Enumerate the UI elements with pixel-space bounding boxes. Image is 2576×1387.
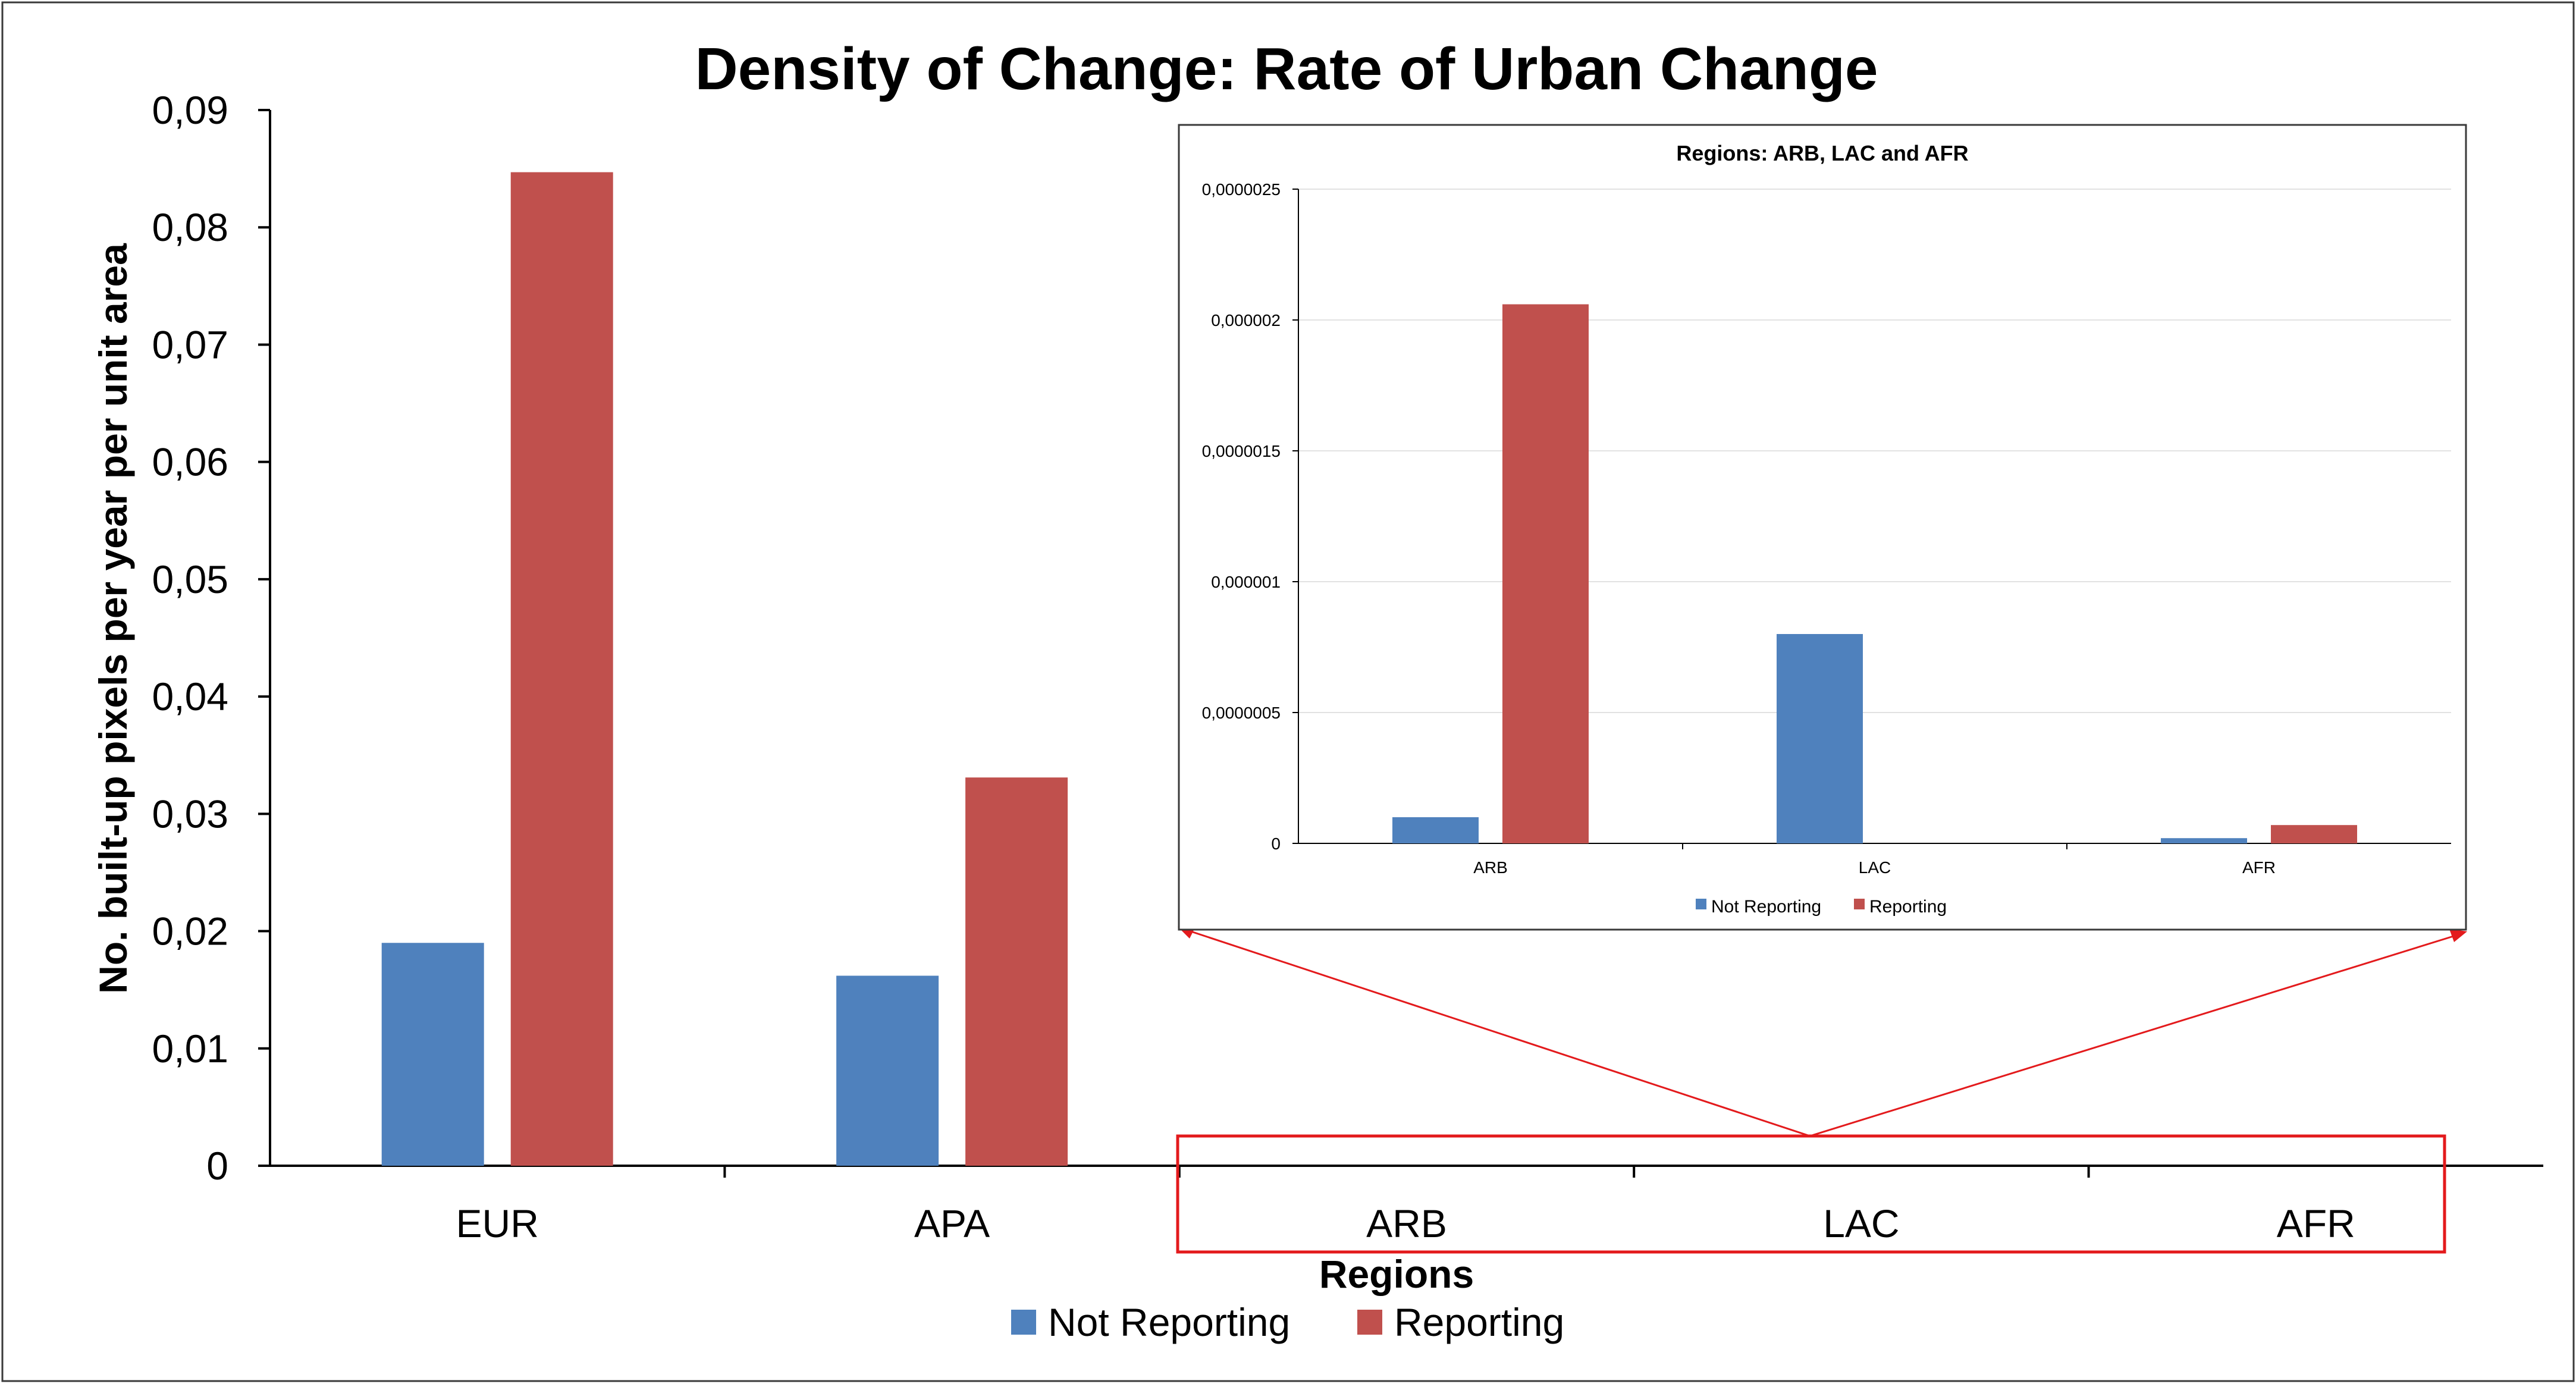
x-tick-label: EUR bbox=[456, 1201, 539, 1245]
inset-y-tick-label: 0,0000015 bbox=[1202, 442, 1281, 460]
inset-bar-reporting-afr bbox=[2271, 825, 2357, 843]
y-tick-label: 0,05 bbox=[152, 557, 228, 601]
y-tick-label: 0,06 bbox=[152, 440, 228, 484]
inset-legend-label-not-reporting: Not Reporting bbox=[1711, 897, 1821, 917]
inset-bars bbox=[1392, 304, 2357, 844]
connector-right-arrowhead bbox=[2449, 929, 2467, 942]
y-tick-label: 0,07 bbox=[152, 322, 228, 366]
y-tick-label: 0,03 bbox=[152, 792, 228, 836]
inset-y-axis: 0 0,0000005 0,000001 0,0000015 0,000002 0,000… bbox=[1202, 180, 2451, 853]
connector-left bbox=[1183, 928, 1811, 1137]
inset-y-tick-label: 0,000002 bbox=[1211, 311, 1281, 330]
y-tick-label: 0,04 bbox=[152, 674, 228, 718]
inset-y-tick-label: 0,0000025 bbox=[1202, 180, 1281, 199]
inset-bar-not-reporting-afr bbox=[2161, 838, 2247, 843]
inset-bar-not-reporting-lac bbox=[1777, 634, 1863, 843]
y-tick-label: 0,02 bbox=[152, 909, 228, 953]
inset-legend-swatch-not-reporting bbox=[1696, 899, 1706, 909]
inset-x-axis: ARB LAC AFR bbox=[1473, 843, 2276, 877]
bar-not-reporting-apa bbox=[836, 975, 939, 1166]
y-tick-label: 0 bbox=[206, 1144, 228, 1188]
inset-y-tick-label: 0,000001 bbox=[1211, 573, 1281, 591]
y-axis-title: No. built-up pixels per year per unit ar… bbox=[91, 243, 135, 994]
bar-reporting-eur bbox=[510, 172, 613, 1166]
main-bars bbox=[381, 172, 1068, 1166]
connector-right bbox=[1809, 933, 2462, 1137]
y-tick-label: 0,01 bbox=[152, 1027, 228, 1071]
legend-label-not-reporting: Not Reporting bbox=[1048, 1300, 1290, 1344]
main-y-axis: 0 0,01 0,02 0,03 0,04 0,05 0,06 0,07 0,08 0,09 bbox=[152, 88, 270, 1188]
bar-reporting-apa bbox=[965, 777, 1068, 1166]
x-tick-label: ARB bbox=[1366, 1201, 1447, 1245]
inset-y-tick-label: 0,0000005 bbox=[1202, 704, 1281, 722]
main-x-axis: EUR APA ARB LAC AFR bbox=[456, 1166, 2355, 1245]
inset-x-tick-label: ARB bbox=[1473, 858, 1508, 877]
inset-chart: Regions: ARB, LAC and AFR 0 0,0000005 0,00… bbox=[1178, 124, 2467, 931]
main-legend: Not Reporting Reporting bbox=[1011, 1300, 1564, 1344]
x-tick-label: AFR bbox=[2277, 1201, 2355, 1245]
inset-y-tick-label: 0 bbox=[1271, 834, 1281, 853]
x-tick-label: LAC bbox=[1823, 1201, 1899, 1245]
y-tick-label: 0,09 bbox=[152, 88, 228, 132]
chart-title: Density of Change: Rate of Urban Change bbox=[695, 36, 1878, 102]
inset-x-tick-label: LAC bbox=[1859, 858, 1891, 877]
legend-swatch-not-reporting bbox=[1011, 1310, 1036, 1335]
inset-legend-label-reporting: Reporting bbox=[1869, 897, 1947, 917]
inset-legend: Not Reporting Reporting bbox=[1696, 897, 1947, 917]
y-tick-label: 0,08 bbox=[152, 205, 228, 249]
legend-label-reporting: Reporting bbox=[1394, 1300, 1564, 1344]
inset-title: Regions: ARB, LAC and AFR bbox=[1676, 141, 1968, 165]
inset-x-tick-label: AFR bbox=[2242, 858, 2276, 877]
legend-swatch-reporting bbox=[1357, 1310, 1382, 1335]
inset-bar-reporting-arb bbox=[1502, 304, 1589, 844]
inset-bar-not-reporting-arb bbox=[1392, 817, 1479, 843]
inset-legend-swatch-reporting bbox=[1854, 899, 1865, 909]
bar-not-reporting-eur bbox=[381, 943, 484, 1166]
x-tick-label: APA bbox=[914, 1201, 990, 1245]
x-axis-title: Regions bbox=[1319, 1252, 1474, 1296]
